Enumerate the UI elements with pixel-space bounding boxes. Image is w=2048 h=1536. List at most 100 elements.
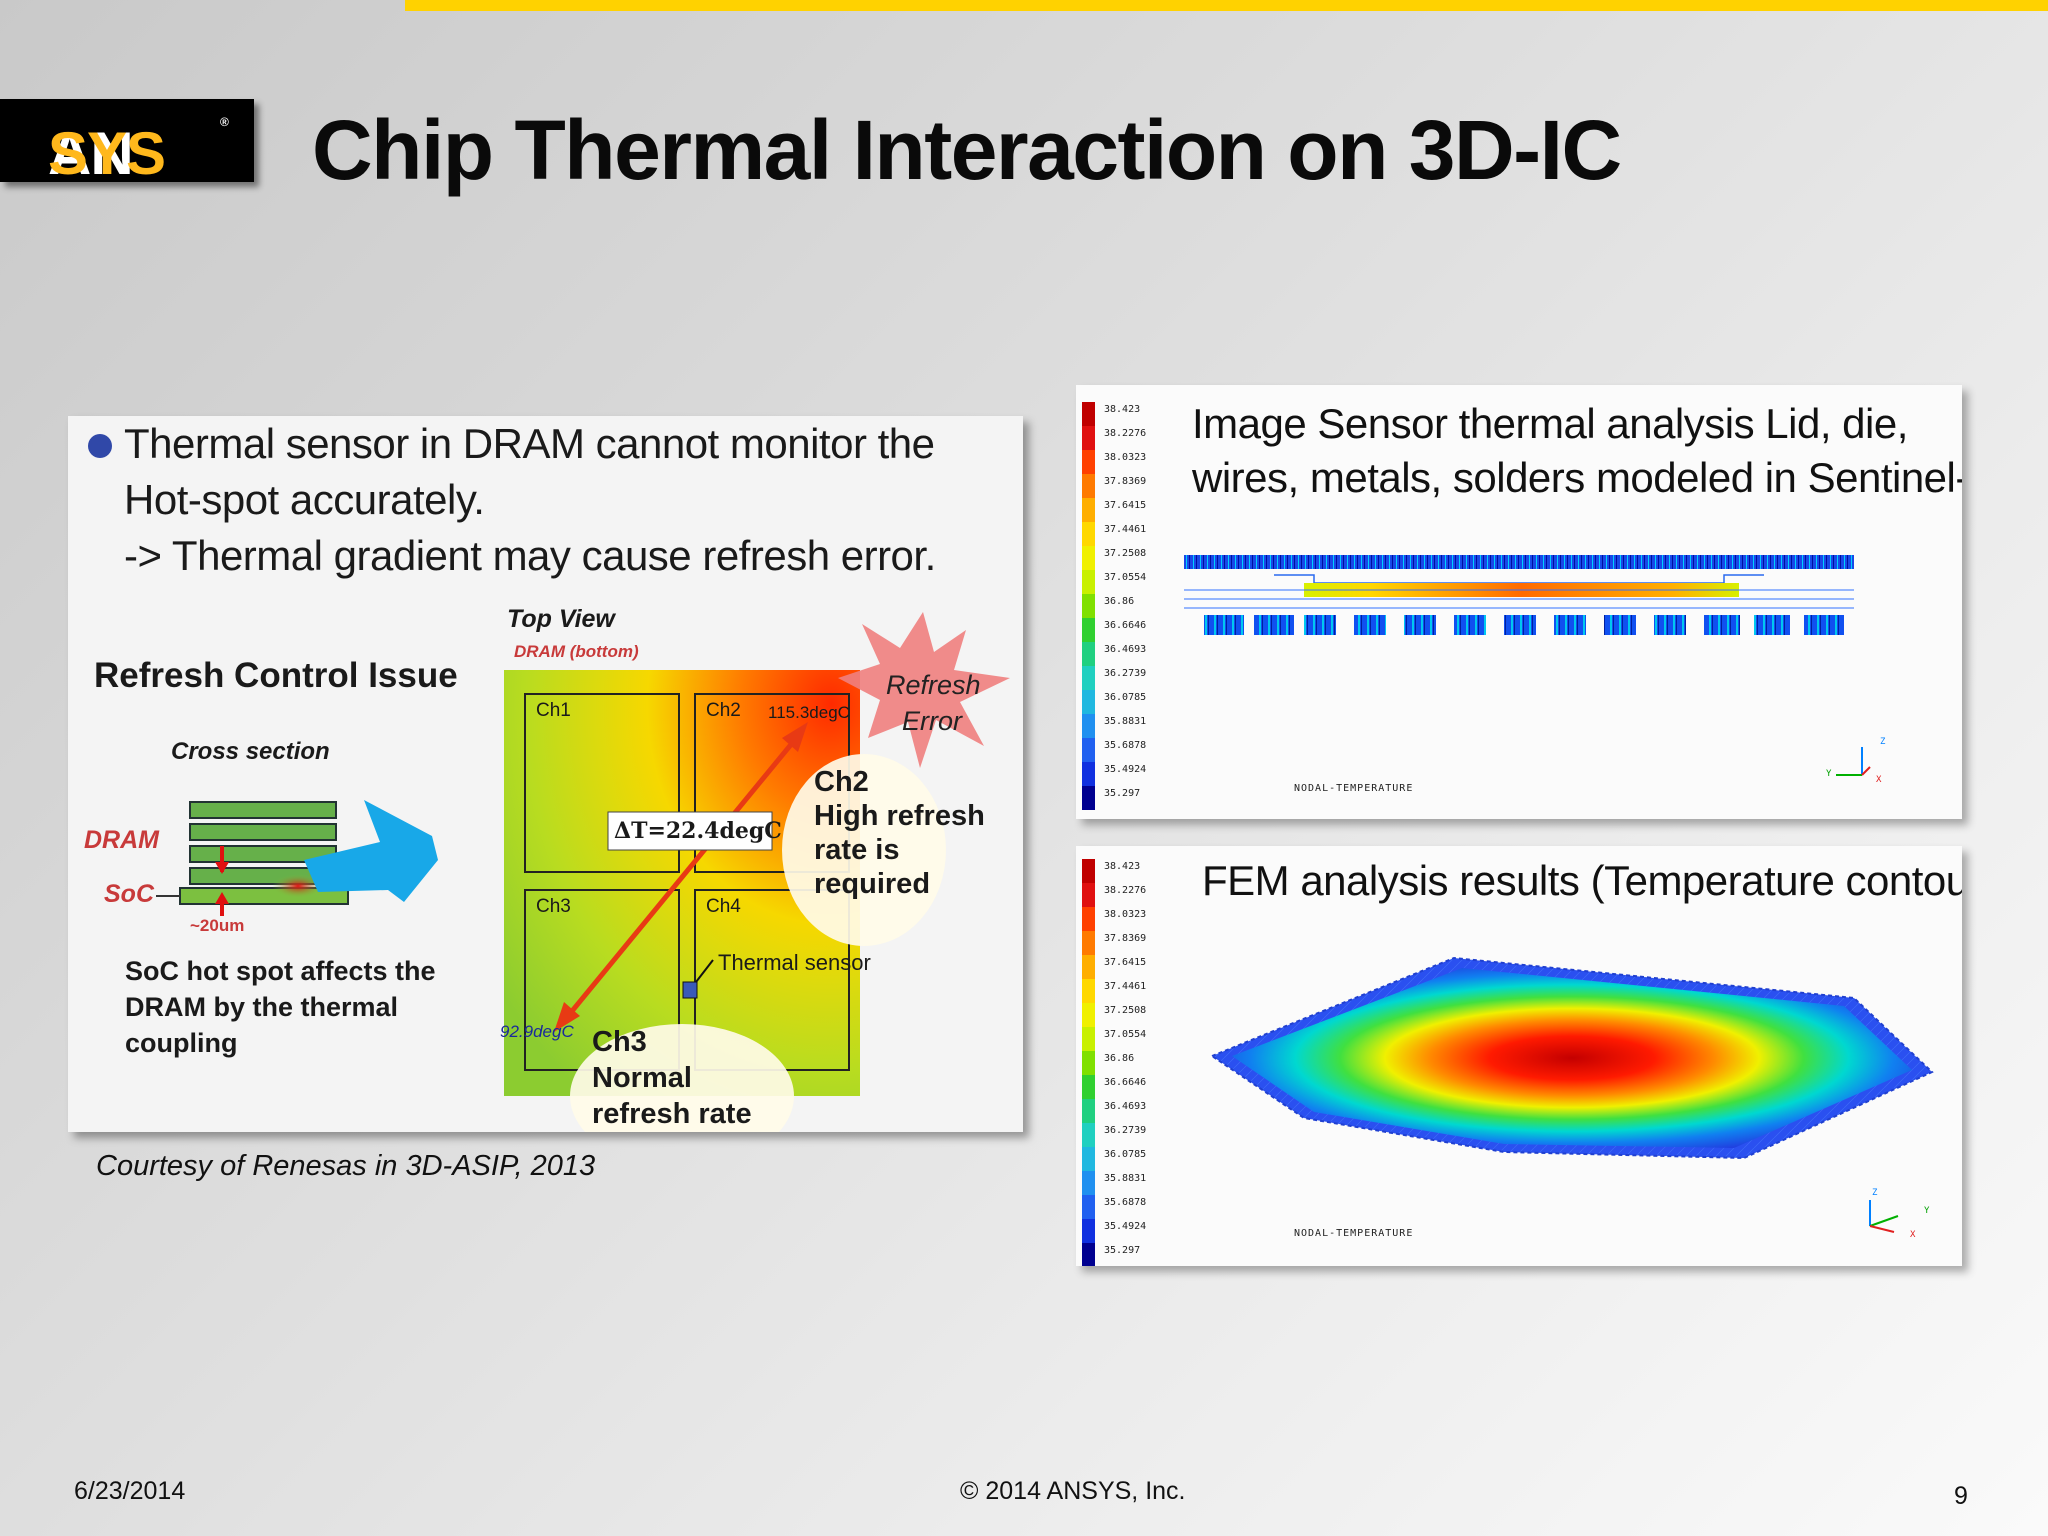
legend-swatch xyxy=(1082,666,1095,690)
ch2-note-line-1: Ch2 xyxy=(814,766,869,798)
legend-swatch xyxy=(1082,522,1095,546)
legend-swatch xyxy=(1082,1075,1095,1099)
temp-high-label: 115.3degC xyxy=(768,703,850,722)
legend-swatch xyxy=(1082,714,1095,738)
dram-label: DRAM xyxy=(84,826,159,854)
legend-swatch xyxy=(1082,426,1095,450)
thickness-label: ~20um xyxy=(190,916,245,935)
legend-value: 35.6878 xyxy=(1104,1197,1147,1208)
image-sensor-panel: 38.423 38.2276 38.0323 37.8369 37.6415 37.446… xyxy=(1076,385,1962,819)
dram-bottom-label: DRAM (bottom) xyxy=(514,642,639,661)
legend-swatch xyxy=(1082,546,1095,570)
legend-value: 38.0323 xyxy=(1104,452,1147,463)
legend-entry: 36.0785 xyxy=(1082,690,1152,714)
top-accent-bar xyxy=(405,0,2048,11)
legend-entry: 37.0554 xyxy=(1082,570,1152,594)
legend-entry: 35.8831 xyxy=(1082,714,1152,738)
legend-entry: 36.6646 xyxy=(1082,618,1152,642)
bullet-icon xyxy=(88,434,112,458)
sensor-nodal-label: NODAL-TEMPERATURE xyxy=(1294,783,1414,794)
legend-entry: 36.86 xyxy=(1082,1051,1152,1075)
legend-entry: 35.4924 xyxy=(1082,1219,1152,1243)
legend-swatch xyxy=(1082,931,1095,955)
sensor-axis-triad xyxy=(1836,747,1871,776)
legend-swatch xyxy=(1082,786,1095,810)
legend-value: 36.6646 xyxy=(1104,620,1147,631)
courtesy-caption: Courtesy of Renesas in 3D-ASIP, 2013 xyxy=(96,1150,596,1182)
ch1-label: Ch1 xyxy=(536,700,571,721)
legend-entry: 37.0554 xyxy=(1082,1027,1152,1051)
soc-desc-line-3: coupling xyxy=(125,1028,238,1058)
legend-value: 38.423 xyxy=(1104,861,1141,872)
legend-value: 35.8831 xyxy=(1104,1173,1147,1184)
legend-swatch xyxy=(1082,1099,1095,1123)
soc-desc-line-2: DRAM by the thermal xyxy=(125,992,399,1022)
legend-entry: 37.6415 xyxy=(1082,498,1152,522)
sensor-cross-section xyxy=(1184,555,1854,635)
legend-entry: 36.0785 xyxy=(1082,1147,1152,1171)
legend-value: 38.0323 xyxy=(1104,909,1147,920)
legend-entry: 37.4461 xyxy=(1082,522,1152,546)
legend-swatch xyxy=(1082,474,1095,498)
legend-swatch xyxy=(1082,907,1095,931)
legend-swatch xyxy=(1082,570,1095,594)
ch3-note-line-3: refresh rate xyxy=(592,1098,752,1130)
legend-swatch xyxy=(1082,1147,1095,1171)
legend-entry: 35.6878 xyxy=(1082,1195,1152,1219)
thermal-sensor-label: Thermal sensor xyxy=(718,950,871,975)
legend-value: 37.4461 xyxy=(1104,981,1147,992)
legend-entry: 36.4693 xyxy=(1082,1099,1152,1123)
fem-title: FEM analysis results (Temperature contou… xyxy=(1202,857,1962,904)
delta-t-label: ΔT=22.4degC xyxy=(614,818,782,844)
legend-entry: 38.0323 xyxy=(1082,907,1152,931)
temperature-legend: 38.423 38.2276 38.0323 37.8369 37.6415 37.446… xyxy=(1082,859,1152,1266)
refresh-control-heading: Refresh Control Issue xyxy=(94,656,458,695)
legend-swatch xyxy=(1082,642,1095,666)
ansys-logo: AN SYS ® xyxy=(0,99,254,187)
legend-value: 36.4693 xyxy=(1104,1101,1147,1112)
legend-swatch xyxy=(1082,450,1095,474)
legend-entry: 35.297 xyxy=(1082,1243,1152,1266)
legend-value: 36.0785 xyxy=(1104,1149,1147,1160)
legend-value: 35.6878 xyxy=(1104,740,1147,751)
legend-value: 37.4461 xyxy=(1104,524,1147,535)
legend-value: 35.297 xyxy=(1104,1245,1141,1256)
legend-entry: 35.297 xyxy=(1082,786,1152,810)
legend-swatch xyxy=(1082,955,1095,979)
legend-swatch xyxy=(1082,618,1095,642)
legend-swatch xyxy=(1082,859,1095,883)
ch2-note-line-3: rate is xyxy=(814,834,900,866)
legend-value: 37.2508 xyxy=(1104,1005,1147,1016)
legend-value: 38.2276 xyxy=(1104,885,1147,896)
cross-section-label: Cross section xyxy=(171,738,330,765)
bullet-line-2: Hot-spot accurately. xyxy=(124,476,485,523)
legend-entry: 37.2508 xyxy=(1082,1003,1152,1027)
legend-value: 36.4693 xyxy=(1104,644,1147,655)
ch2-note-line-4: required xyxy=(814,868,931,900)
legend-entry: 38.2276 xyxy=(1082,426,1152,450)
footer-date: 6/23/2014 xyxy=(74,1477,186,1505)
legend-swatch xyxy=(1082,762,1095,786)
legend-value: 37.8369 xyxy=(1104,476,1147,487)
bullet-line-3: -> Thermal gradient may cause refresh er… xyxy=(124,532,936,579)
temperature-legend: 38.423 38.2276 38.0323 37.8369 37.6415 37.446… xyxy=(1082,402,1152,810)
legend-value: 37.6415 xyxy=(1104,500,1147,511)
ch4-label: Ch4 xyxy=(706,896,741,917)
sensor-title-line-2: wires, metals, solders modeled in Sentin… xyxy=(1192,454,1962,501)
ch2-label: Ch2 xyxy=(706,700,741,721)
fem-nodal-label: NODAL-TEMPERATURE xyxy=(1294,1228,1414,1239)
top-view-label: Top View xyxy=(507,605,615,633)
legend-entry: 36.2739 xyxy=(1082,666,1152,690)
thermal-diagram xyxy=(156,612,1010,1132)
renesas-figure: Thermal sensor in DRAM cannot monitor th… xyxy=(68,416,1023,1132)
soc-label: SoC xyxy=(104,880,154,908)
legend-entry: 38.423 xyxy=(1082,402,1152,426)
legend-value: 35.4924 xyxy=(1104,764,1147,775)
legend-entry: 37.6415 xyxy=(1082,955,1152,979)
legend-entry: 36.6646 xyxy=(1082,1075,1152,1099)
legend-value: 37.8369 xyxy=(1104,933,1147,944)
legend-entry: 36.86 xyxy=(1082,594,1152,618)
legend-swatch xyxy=(1082,738,1095,762)
legend-value: 36.2739 xyxy=(1104,668,1147,679)
legend-swatch xyxy=(1082,690,1095,714)
